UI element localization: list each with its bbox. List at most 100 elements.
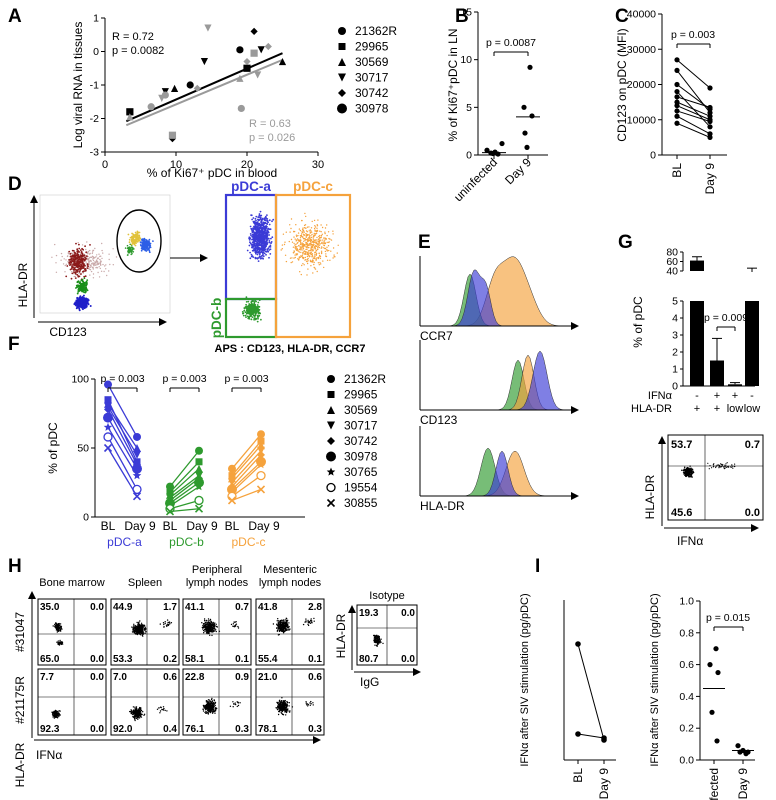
event-dot bbox=[163, 623, 165, 626]
event-dot bbox=[54, 716, 57, 718]
event-dot bbox=[247, 300, 250, 303]
event-dot bbox=[324, 232, 326, 235]
event-dot bbox=[98, 276, 101, 278]
histogram-pdc-c bbox=[420, 256, 575, 327]
event-dot bbox=[288, 240, 290, 243]
event-dot bbox=[56, 716, 58, 718]
event-dot bbox=[276, 624, 278, 626]
event-dot bbox=[319, 262, 321, 264]
x-tick-label: Day 9 bbox=[124, 519, 156, 533]
event-dot bbox=[313, 257, 315, 259]
event-dot bbox=[258, 252, 261, 255]
event-dot bbox=[295, 234, 298, 236]
event-dot bbox=[249, 303, 252, 306]
scatter-point bbox=[161, 91, 169, 99]
event-dot bbox=[74, 277, 77, 279]
event-dot bbox=[250, 307, 252, 309]
event-dot bbox=[321, 226, 324, 229]
event-dot bbox=[727, 466, 729, 468]
event-dot bbox=[315, 230, 317, 232]
event-dot bbox=[284, 624, 286, 626]
event-dot bbox=[257, 305, 259, 308]
event-dot bbox=[131, 250, 133, 253]
event-dot bbox=[89, 266, 91, 269]
event-dot bbox=[105, 264, 107, 266]
event-dot bbox=[309, 237, 311, 239]
event-dot bbox=[308, 243, 310, 245]
gate-label-pdc-c: pDC-c bbox=[293, 179, 333, 194]
event-dot bbox=[86, 289, 89, 292]
data-point bbox=[257, 450, 265, 459]
event-dot bbox=[144, 632, 146, 634]
x-tick-label: BL bbox=[670, 163, 684, 178]
event-dot bbox=[305, 236, 307, 238]
event-dot bbox=[253, 233, 256, 236]
event-dot bbox=[148, 251, 151, 254]
event-dot bbox=[299, 248, 301, 250]
event-dot bbox=[76, 248, 79, 251]
event-dot bbox=[59, 623, 62, 625]
data-point bbox=[674, 67, 680, 73]
event-dot bbox=[313, 261, 315, 264]
event-dot bbox=[732, 467, 734, 469]
event-dot bbox=[207, 627, 209, 629]
event-dot bbox=[285, 231, 287, 233]
legend-label: 21362R bbox=[344, 372, 386, 386]
event-cloud-yellow bbox=[127, 230, 142, 247]
event-dot bbox=[245, 301, 248, 303]
event-dot bbox=[336, 252, 338, 254]
event-dot bbox=[83, 291, 85, 294]
event-dot bbox=[103, 270, 105, 273]
event-dot bbox=[309, 260, 312, 263]
event-dot bbox=[79, 267, 81, 270]
event-dot bbox=[251, 218, 254, 221]
event-dot bbox=[78, 282, 81, 285]
event-dot bbox=[314, 268, 317, 270]
event-dot bbox=[203, 632, 205, 634]
event-dot bbox=[72, 255, 75, 257]
event-dot bbox=[64, 264, 67, 267]
event-dot bbox=[60, 252, 63, 255]
event-cloud-blue-gate bbox=[139, 237, 154, 254]
event-dot bbox=[51, 711, 53, 713]
scatter-point bbox=[522, 130, 528, 136]
event-dot bbox=[134, 233, 137, 236]
event-dot bbox=[270, 237, 272, 240]
x-tick-label: 0 bbox=[102, 159, 108, 171]
event-dot bbox=[281, 629, 283, 631]
data-point bbox=[132, 492, 142, 501]
event-dot bbox=[306, 258, 309, 261]
event-dot bbox=[204, 630, 206, 633]
event-dot bbox=[100, 261, 102, 263]
event-dot bbox=[310, 247, 312, 249]
x-stroke bbox=[194, 504, 204, 513]
event-dot bbox=[319, 239, 321, 241]
event-dot bbox=[143, 625, 146, 627]
event-dot bbox=[92, 262, 94, 264]
scatter-point bbox=[264, 42, 272, 51]
event-dot bbox=[311, 220, 313, 223]
scatter-point bbox=[186, 81, 194, 89]
y-tick-label: 10000 bbox=[627, 114, 656, 126]
event-dot bbox=[146, 246, 148, 249]
event-dot bbox=[88, 262, 90, 265]
event-dot bbox=[59, 710, 61, 712]
event-dot bbox=[265, 240, 268, 242]
event-dot bbox=[137, 715, 139, 718]
event-dot bbox=[252, 235, 255, 238]
event-dot bbox=[134, 716, 136, 719]
marker-label: CCR7 bbox=[420, 329, 453, 343]
event-dot bbox=[318, 244, 321, 246]
event-dot bbox=[284, 629, 287, 631]
paired-line bbox=[107, 426, 138, 476]
event-dot bbox=[259, 223, 262, 226]
event-dot bbox=[83, 298, 86, 301]
event-dot bbox=[82, 265, 85, 267]
legend-label: 30717 bbox=[355, 71, 389, 85]
event-dot bbox=[306, 251, 309, 254]
event-dot bbox=[257, 316, 260, 318]
event-dot bbox=[326, 234, 328, 237]
x-axis-label: IFNα bbox=[677, 534, 703, 548]
event-dot bbox=[82, 270, 84, 273]
